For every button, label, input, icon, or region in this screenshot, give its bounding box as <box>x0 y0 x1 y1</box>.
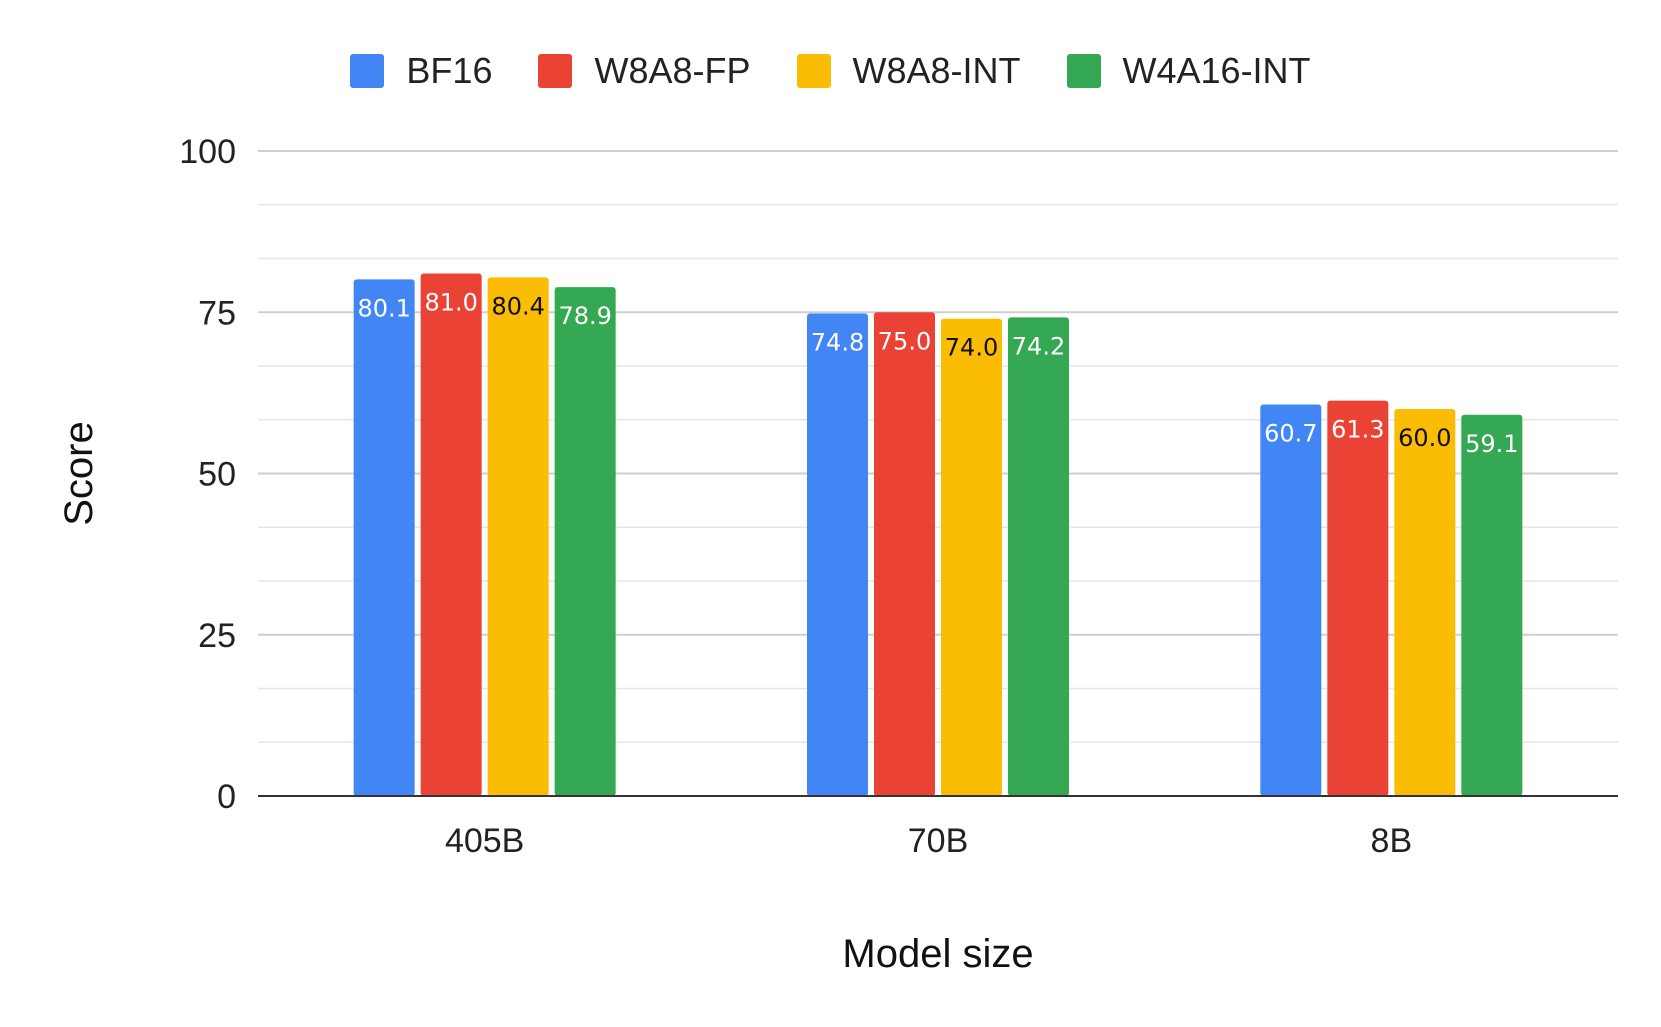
legend-swatch <box>350 54 385 88</box>
legend: BF16 W8A8-FP W8A8-INT W4A16-INT <box>0 50 1661 92</box>
legend-swatch <box>1066 54 1101 88</box>
y-tick-label: 0 <box>217 778 236 816</box>
gridlines <box>258 150 1618 743</box>
y-axis-title: Score <box>57 421 101 526</box>
bar-value-label: 74.0 <box>945 334 998 362</box>
legend-item: W8A8-INT <box>796 50 1021 92</box>
bar <box>487 277 549 796</box>
bar <box>1008 317 1069 796</box>
bars <box>353 273 1523 797</box>
bar <box>1260 404 1322 796</box>
bar-value-label: 80.1 <box>357 294 410 322</box>
y-tick-label: 100 <box>179 133 236 171</box>
bar-value-label: 74.2 <box>1012 332 1065 360</box>
data-labels: 80.1 81.0 80.4 78.9 74.8 75.0 74.0 74.2 60.7 61.3… <box>357 289 1518 458</box>
y-tick-label: 25 <box>198 617 236 655</box>
bar <box>1327 400 1389 796</box>
y-tick-label: 50 <box>198 456 236 494</box>
bar-value-label: 60.0 <box>1398 424 1451 452</box>
legend-item: W4A16-INT <box>1066 50 1311 92</box>
bar-value-label: 60.7 <box>1264 419 1317 447</box>
legend-swatch <box>538 54 573 88</box>
bar <box>1394 409 1456 796</box>
legend-item: BF16 <box>350 50 492 92</box>
y-tick-label: 75 <box>198 294 236 332</box>
bar-value-label: 59.1 <box>1465 430 1518 458</box>
x-tick-label: 405B <box>445 822 524 860</box>
legend-label: W8A8-FP <box>594 50 751 91</box>
bar <box>941 318 1002 796</box>
bar <box>874 312 935 796</box>
bar <box>1461 414 1523 796</box>
x-axis-title: Model size <box>842 932 1033 976</box>
x-tick-label: 70B <box>908 822 969 860</box>
legend-label: W4A16-INT <box>1122 50 1311 91</box>
legend-label: BF16 <box>406 50 493 91</box>
bar-value-label: 78.9 <box>558 302 611 330</box>
bar <box>353 279 415 797</box>
bar <box>420 273 482 796</box>
legend-label: W8A8-INT <box>852 50 1021 91</box>
bar-value-label: 61.3 <box>1331 416 1384 444</box>
bar-value-label: 75.0 <box>878 327 931 355</box>
x-tick-label: 8B <box>1371 822 1413 860</box>
legend-item: W8A8-FP <box>538 50 751 92</box>
bar-value-label: 80.4 <box>491 292 544 320</box>
bar <box>554 287 616 796</box>
bar <box>807 313 868 796</box>
bar-value-label: 74.8 <box>811 329 864 357</box>
axes: 0 25 50 75 100 405B 70B 8B <box>179 133 1618 860</box>
legend-swatch <box>796 54 831 88</box>
bar-value-label: 81.0 <box>424 289 477 317</box>
